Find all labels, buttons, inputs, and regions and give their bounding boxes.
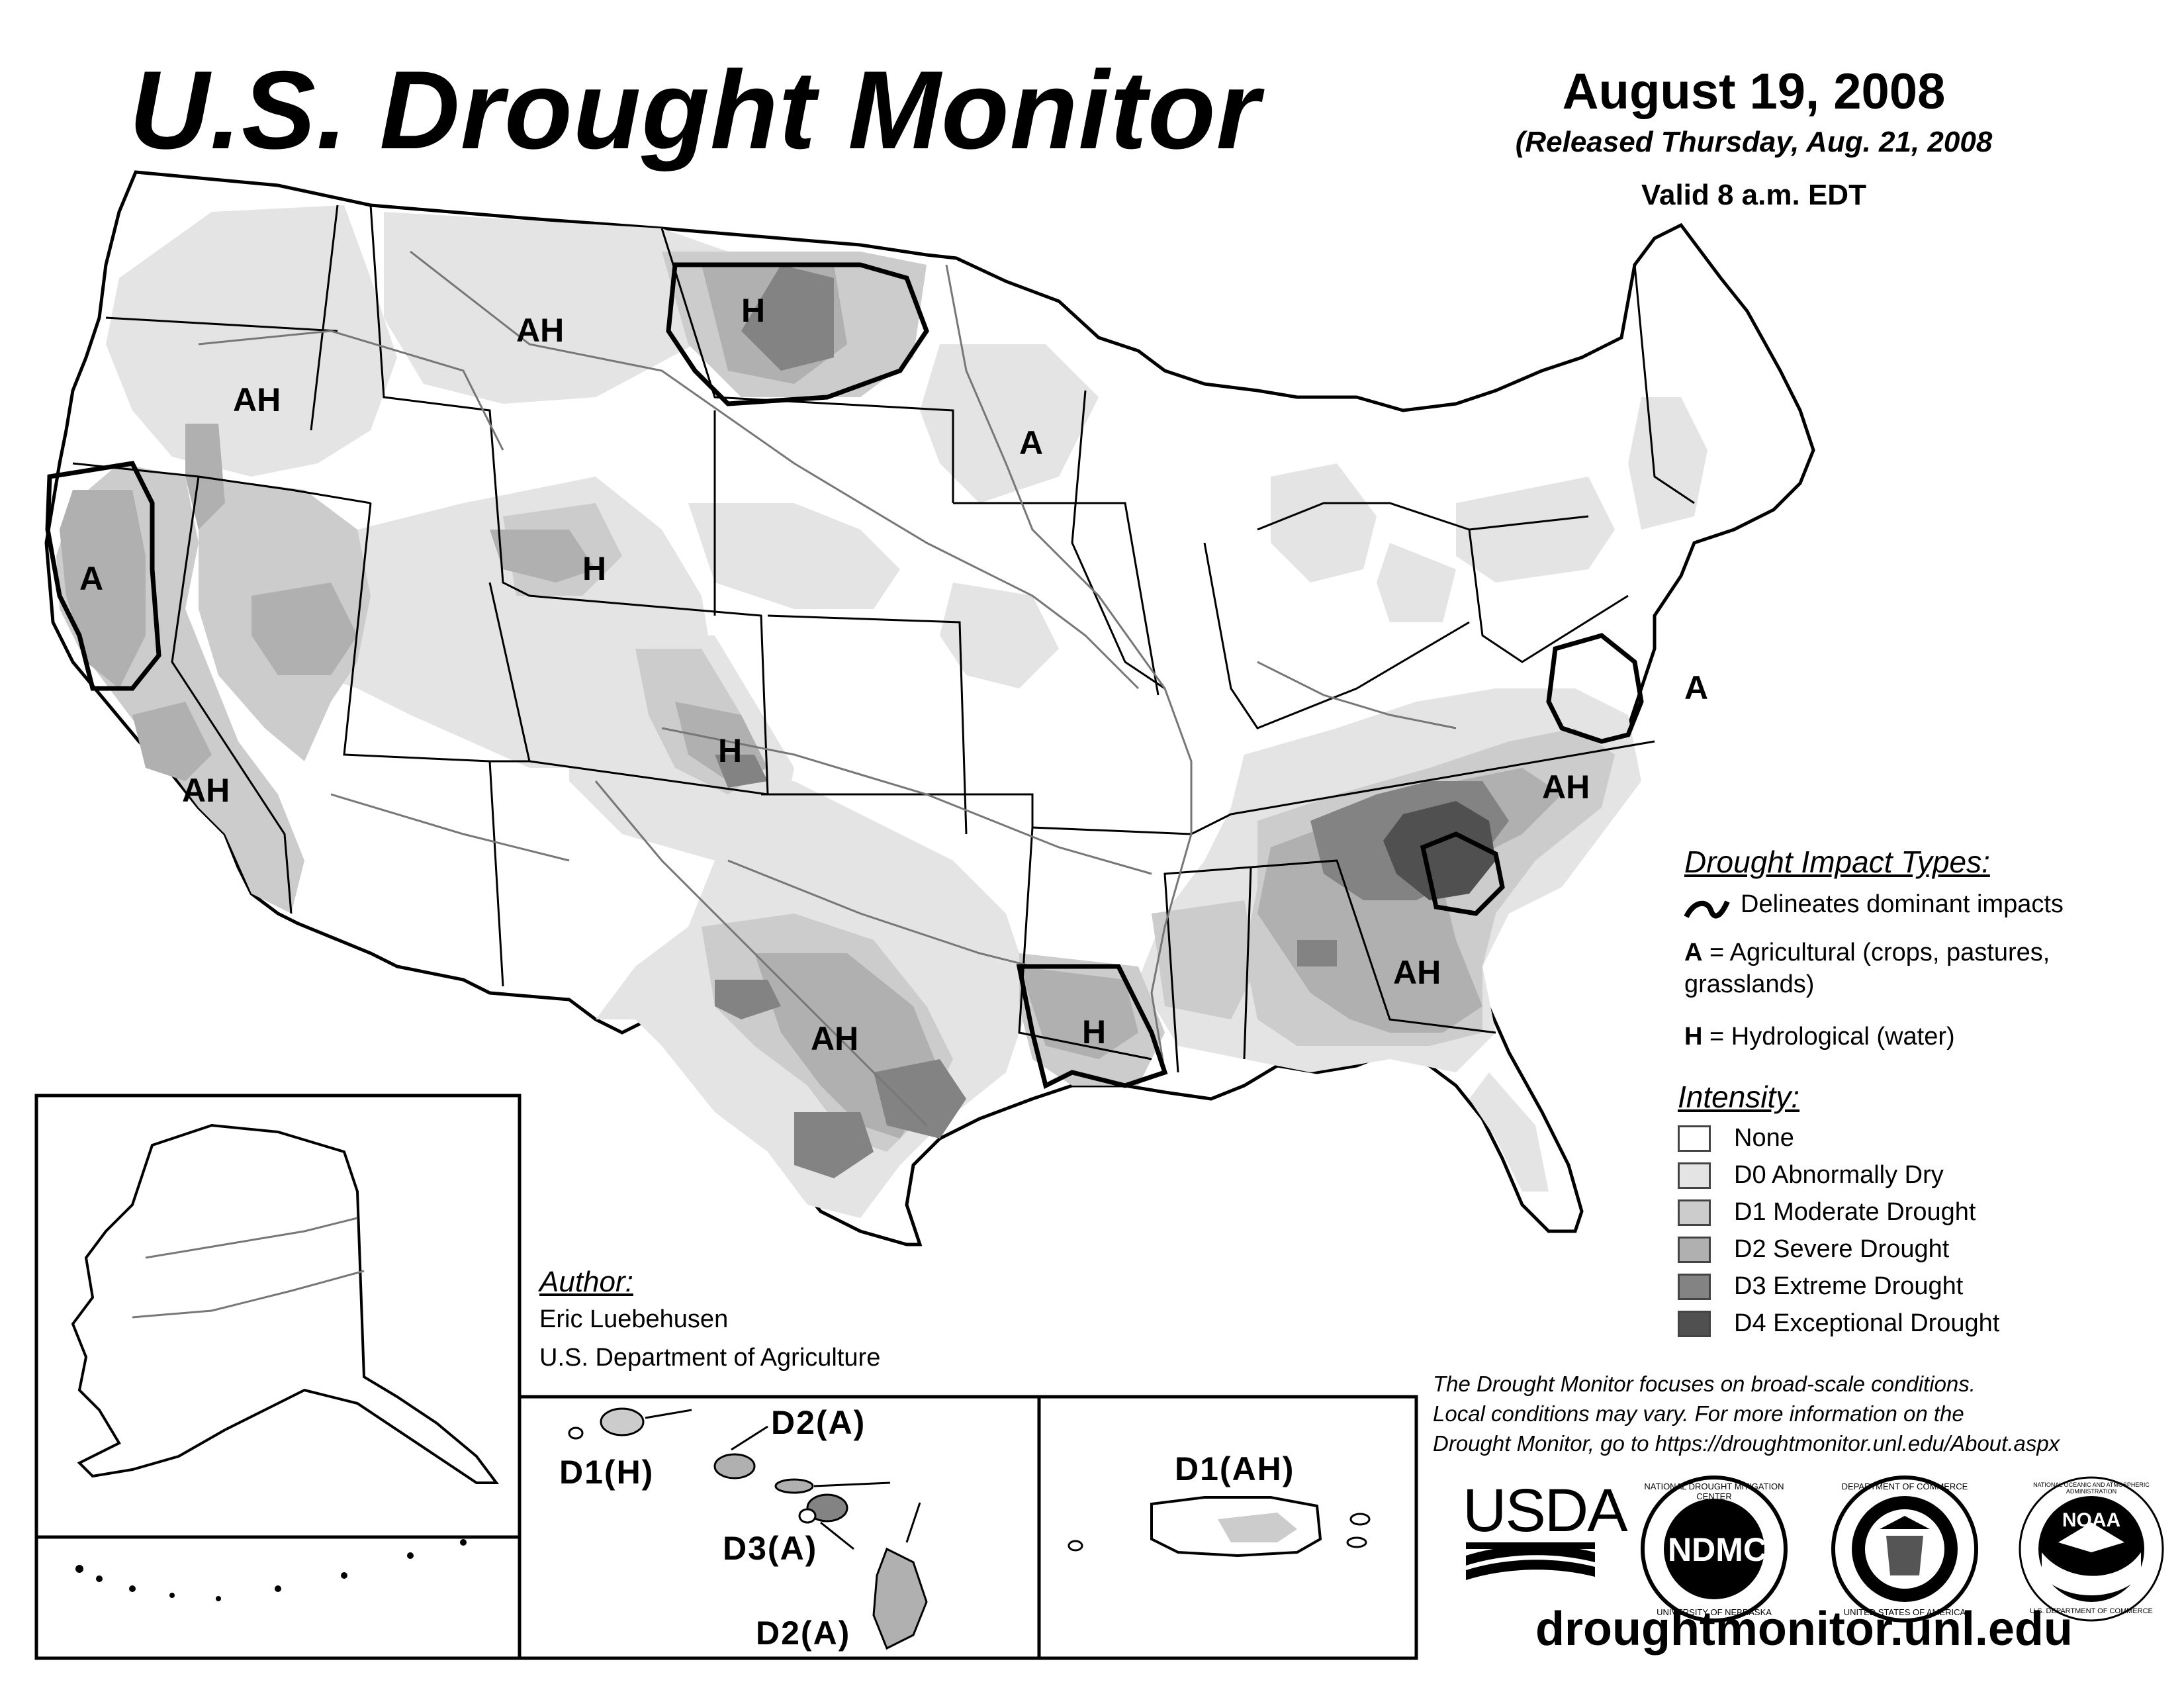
noaa-logo-text: NOAA	[2062, 1509, 2121, 1531]
alaska-rivers	[132, 1217, 365, 1319]
label-oahu: D2(A)	[771, 1404, 866, 1441]
intensity-label: D3 Extreme Drought	[1734, 1272, 1964, 1300]
intensity-label: None	[1734, 1124, 1794, 1152]
disclaimer-line-2: Local conditions may vary. For more info…	[1433, 1401, 1964, 1426]
intensity-label: D1 Moderate Drought	[1734, 1198, 1976, 1226]
label-big-island: D2(A)	[756, 1615, 851, 1652]
disclaimer-line-1: The Drought Monitor focuses on broad-sca…	[1433, 1372, 1976, 1396]
label-carolinas: AH	[1542, 769, 1590, 806]
ndmc-ring-top: NATIONAL DROUGHT MITIGATION CENTER	[1644, 1481, 1784, 1501]
page-title: U.S. Drought Monitor	[129, 48, 1261, 172]
usda-logo	[1466, 1542, 1595, 1580]
intensity-swatch	[1678, 1311, 1711, 1337]
impact-delineations	[45, 262, 1644, 1090]
noaa-logo	[2019, 1476, 2164, 1622]
label-puerto-rico: D1(AH)	[1175, 1450, 1295, 1487]
intensity-label: D4 Exceptional Drought	[1734, 1309, 2000, 1337]
impact-legend-heading: Drought Impact Types:	[1684, 845, 1990, 879]
author-heading: Author:	[539, 1266, 633, 1298]
website-url[interactable]: droughtmonitor.unl.edu	[1535, 1603, 2073, 1656]
impact-hydrological: H = Hydrological (water)	[1684, 1023, 1955, 1051]
commerce-ring-bottom: UNITED STATES OF AMERICA	[1843, 1607, 1966, 1617]
hawaii-leader-lines	[645, 1409, 921, 1550]
ndmc-ring-bottom: UNIVERSITY OF NEBRASKA	[1657, 1607, 1772, 1617]
label-georgia: AH	[1393, 954, 1441, 991]
intensity-label: D0 Abnormally Dry	[1734, 1161, 1944, 1189]
map-date: August 19, 2008	[1562, 64, 1946, 120]
label-montana: AH	[516, 312, 565, 349]
label-wyoming: H	[582, 550, 607, 587]
impact-agricultural: A = Agricultural (crops, pastures,	[1684, 939, 2050, 966]
label-california-north: A	[79, 560, 104, 597]
delineation-legend-icon	[1684, 900, 1730, 919]
commerce-ring-top: DEPARTMENT OF COMMERCE	[1841, 1481, 1968, 1491]
noaa-ring-top: NATIONAL OCEANIC AND ATMOSPHERIC ADMINIS…	[2033, 1481, 2150, 1495]
d4-areas	[1383, 801, 1496, 900]
rivers	[198, 250, 1457, 1127]
label-maui: D3(A)	[723, 1530, 818, 1567]
label-louisiana: H	[1082, 1013, 1107, 1051]
ndmc-logo-text: NDMC	[1668, 1531, 1767, 1568]
impact-agricultural-cont: grasslands)	[1684, 970, 1815, 998]
intensity-swatch	[1678, 1162, 1711, 1189]
intensity-swatch	[1678, 1237, 1711, 1263]
commerce-seal	[1831, 1476, 1978, 1622]
intensity-label: D2 Severe Drought	[1734, 1235, 1950, 1263]
ndmc-logo	[1641, 1476, 1788, 1622]
label-minnesota: A	[1019, 424, 1044, 461]
author-name: Eric Luebehusen	[539, 1305, 729, 1333]
hawaii-inset-frame	[518, 1395, 1041, 1660]
hawaii-islands	[568, 1407, 928, 1650]
label-north-dakota: H	[741, 292, 766, 329]
release-date: (Released Thursday, Aug. 21, 2008	[1515, 126, 1993, 158]
label-mid-atlantic: A	[1684, 669, 1709, 706]
valid-time: Valid 8 a.m. EDT	[1641, 179, 1866, 211]
author-org: U.S. Department of Agriculture	[539, 1344, 881, 1372]
label-colorado: H	[718, 732, 743, 769]
label-texas: AH	[811, 1020, 859, 1057]
intensity-swatch	[1678, 1199, 1711, 1226]
intensity-swatch	[1678, 1274, 1711, 1300]
label-northwest: AH	[233, 381, 281, 418]
label-california-south: AH	[182, 772, 230, 809]
intensity-legend-heading: Intensity:	[1678, 1080, 1800, 1114]
label-kauai: D1(H)	[559, 1454, 655, 1491]
intensity-swatch	[1678, 1125, 1711, 1152]
disclaimer-line-3: Drought Monitor, go to https://droughtmo…	[1433, 1431, 2060, 1456]
aleutian-islands	[75, 1539, 467, 1601]
usda-logo-text: USDA	[1463, 1477, 1628, 1544]
alaska-shape	[71, 1123, 499, 1484]
noaa-ring-bottom: U.S. DEPARTMENT OF COMMERCE	[2030, 1607, 2153, 1615]
impact-delineates-text: Delineates dominant impacts	[1741, 890, 2064, 918]
state-boundaries	[72, 205, 1695, 1073]
